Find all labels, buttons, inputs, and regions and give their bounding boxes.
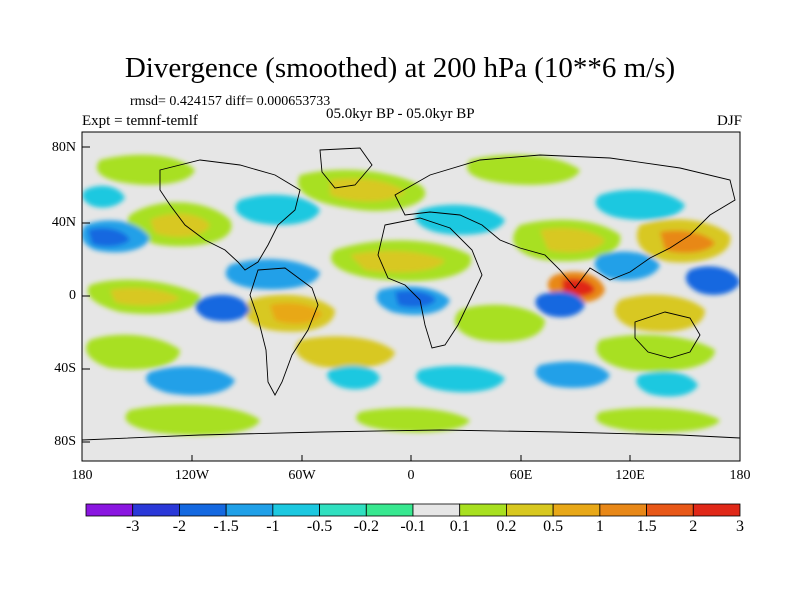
colorbar-swatch: [179, 503, 227, 517]
lon-label: 60E: [509, 468, 533, 483]
coastlines: [82, 147, 740, 441]
colorbar-label: 1: [595, 518, 604, 535]
colorbar-swatch: [412, 503, 461, 517]
lat-label: 40S: [54, 361, 76, 376]
colorbar-label: -1.5: [213, 518, 239, 535]
colorbar-label: 0.1: [449, 518, 470, 535]
colorbar-swatch: [599, 503, 647, 517]
colorbar-swatch: [646, 503, 694, 517]
colorbar-swatch: [692, 503, 741, 517]
colorbar-label: -0.5: [306, 518, 333, 535]
colorbar-swatch: [225, 503, 274, 517]
stats-line: rmsd= 0.424157 diff= 0.000653733: [130, 94, 331, 109]
colorbar-swatch: [132, 503, 180, 517]
colorbar-label: -1: [266, 518, 280, 535]
colorbar-swatch: [319, 503, 367, 517]
lon-label: 180: [71, 468, 93, 483]
lon-label: 0: [407, 468, 415, 483]
colorbar-label: 3: [736, 518, 744, 535]
colorbar-label: 0.5: [543, 518, 564, 535]
colorbar-swatch: [272, 503, 320, 517]
lat-label: 0: [69, 288, 76, 303]
colorbar-swatch: [365, 503, 414, 517]
lon-label: 120W: [174, 468, 210, 483]
plot-title: Divergence (smoothed) at 200 hPa (10**6 …: [124, 52, 676, 84]
colorbar: [85, 503, 741, 517]
axis-ticks: [81, 146, 741, 461]
colorbar-label: -0.1: [400, 518, 426, 535]
lat-label: 40N: [51, 215, 76, 230]
lat-label: 80S: [54, 434, 76, 449]
divergence-field: [82, 132, 740, 461]
colorbar-label: -2: [172, 518, 187, 535]
colorbar-label: -3: [126, 518, 140, 535]
colorbar-swatch: [506, 503, 554, 517]
colorbar-swatch: [552, 503, 601, 517]
colorbar-swatch: [85, 503, 134, 517]
lon-label: 180: [729, 468, 751, 483]
colorbar-label: -0.2: [353, 518, 379, 535]
colorbar-swatch: [459, 503, 507, 517]
period-label: 05.0kyr BP - 05.0kyr BP: [326, 106, 475, 122]
lon-label: 120E: [615, 468, 645, 483]
lat-label: 80N: [51, 140, 76, 155]
lon-label: 60W: [288, 468, 316, 483]
colorbar-label: 0.2: [496, 518, 517, 535]
experiment-label: Expt = temnf-temlf: [82, 113, 198, 129]
colorbar-label: 2: [689, 518, 698, 535]
season-label: DJF: [716, 113, 742, 129]
colorbar-label: 1.5: [636, 518, 657, 535]
